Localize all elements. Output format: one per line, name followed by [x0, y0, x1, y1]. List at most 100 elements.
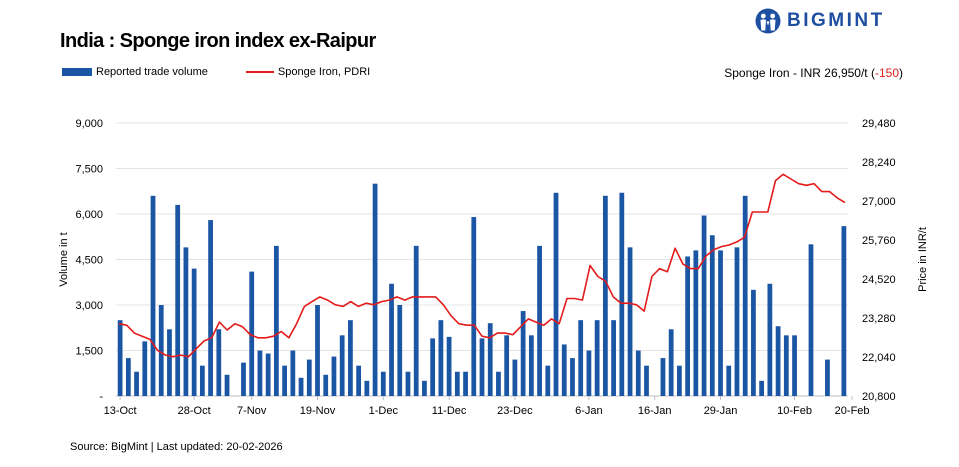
volume-bar: [504, 335, 510, 396]
volume-bar: [561, 344, 567, 396]
x-tick-label: 29-Jan: [704, 405, 738, 417]
volume-bar: [216, 329, 222, 396]
volume-bar: [134, 371, 139, 396]
volume-bar: [512, 359, 518, 396]
volume-bar: [726, 365, 732, 396]
volume-bar: [125, 358, 131, 396]
volume-bar: [767, 283, 773, 396]
x-tick-label: 1-Dec: [369, 405, 399, 417]
volume-bar: [117, 320, 123, 396]
volume-bar: [249, 271, 255, 396]
volume-bar: [348, 320, 353, 396]
volume-bar: [273, 245, 279, 396]
y-tick-right: 25,760: [862, 235, 896, 247]
volume-bar: [422, 380, 427, 396]
volume-bar: [668, 329, 674, 396]
volume-bar: [463, 371, 468, 396]
volume-bar: [430, 338, 436, 396]
volume-bar: [479, 338, 485, 396]
latest-price-text: Sponge Iron - INR 26,950/t (: [724, 66, 875, 80]
volume-bar: [306, 359, 312, 396]
brand-name: BIGMINT: [787, 10, 885, 31]
latest-price-note: Sponge Iron - INR 26,950/t (-150): [724, 66, 903, 80]
volume-bar: [241, 362, 246, 396]
volume-bar: [257, 350, 263, 396]
chart-legend: Reported trade volume Sponge Iron, PDRI: [62, 66, 408, 78]
y-tick-right: 29,480: [862, 118, 896, 130]
volume-bar: [438, 320, 444, 396]
volume-bar: [191, 268, 197, 396]
volume-bar: [783, 335, 789, 396]
volume-bar: [627, 247, 633, 396]
volume-bar: [208, 220, 213, 396]
volume-bar: [619, 192, 625, 396]
x-tick-label: 10-Feb: [777, 405, 812, 417]
volume-bar: [742, 195, 748, 396]
volume-bar: [471, 217, 477, 396]
volume-bar: [594, 320, 600, 396]
volume-bar: [265, 353, 271, 396]
x-tick-label: 13-Oct: [104, 405, 137, 417]
legend-label-price: Sponge Iron, PDRI: [277, 66, 371, 78]
y-tick-right: 24,520: [862, 274, 896, 286]
volume-bar: [413, 245, 419, 396]
volume-bar: [167, 329, 172, 396]
volume-bar: [331, 356, 337, 396]
y-tick-right: 20,800: [862, 391, 896, 403]
volume-bar: [528, 335, 534, 396]
volume-bar: [446, 336, 452, 396]
x-tick-label: 23-Dec: [497, 405, 533, 417]
volume-bar: [841, 226, 847, 396]
volume-bar: [339, 335, 345, 396]
volume-bar: [487, 323, 493, 396]
y-tick-left: 7,500: [75, 164, 103, 176]
volume-bar: [751, 289, 756, 396]
y-tick-right: 22,040: [862, 352, 896, 364]
volume-bar: [520, 311, 526, 396]
y-tick-left: 9,000: [75, 118, 103, 130]
volume-bar: [644, 365, 649, 396]
volume-bar: [685, 256, 691, 396]
volume-bar: [808, 244, 814, 396]
volume-bar: [282, 365, 287, 396]
volume-bar: [602, 195, 608, 396]
volume-bar: [389, 283, 394, 396]
volume-bar: [734, 247, 740, 396]
y-tick-left: 4,500: [75, 255, 103, 267]
y-tick-left: 1,500: [75, 346, 103, 358]
volume-bar: [677, 365, 682, 396]
volume-bar: [158, 305, 164, 396]
x-tick-label: 19-Nov: [300, 405, 336, 417]
latest-price-close: ): [899, 66, 903, 80]
volume-bar: [380, 371, 386, 396]
volume-bar: [175, 204, 181, 396]
y-axis-label-left: Volume in t: [58, 232, 70, 286]
legend-label-volume: Reported trade volume: [96, 66, 208, 78]
volume-bar: [183, 247, 189, 396]
volume-bar: [496, 371, 501, 396]
legend-swatch-bar: [62, 68, 92, 76]
volume-bar: [709, 235, 715, 396]
volume-bar: [635, 350, 641, 396]
volume-bar: [323, 374, 329, 396]
volume-bar: [397, 305, 403, 396]
volume-bar: [570, 358, 575, 396]
volume-bar: [825, 359, 830, 396]
y-tick-left: -: [99, 391, 103, 403]
y-tick-right: 27,000: [862, 196, 896, 208]
volume-bar: [718, 250, 723, 396]
legend-item-volume: Reported trade volume: [62, 66, 208, 78]
volume-bar: [372, 183, 378, 396]
legend-swatch-line: [245, 71, 274, 73]
x-tick-label: 20-Feb: [835, 405, 870, 417]
volume-bar: [405, 371, 411, 396]
volume-bar: [693, 250, 699, 396]
volume-bar: [356, 365, 362, 396]
volume-bar: [537, 245, 542, 396]
brand-logo: BIGMINT: [755, 6, 885, 36]
y-axis-label-right: Price in INR/t: [917, 227, 929, 292]
chart-title: India : Sponge iron index ex-Raipur: [60, 30, 376, 52]
volume-bar: [142, 341, 148, 396]
y-tick-left: 3,000: [75, 300, 103, 312]
